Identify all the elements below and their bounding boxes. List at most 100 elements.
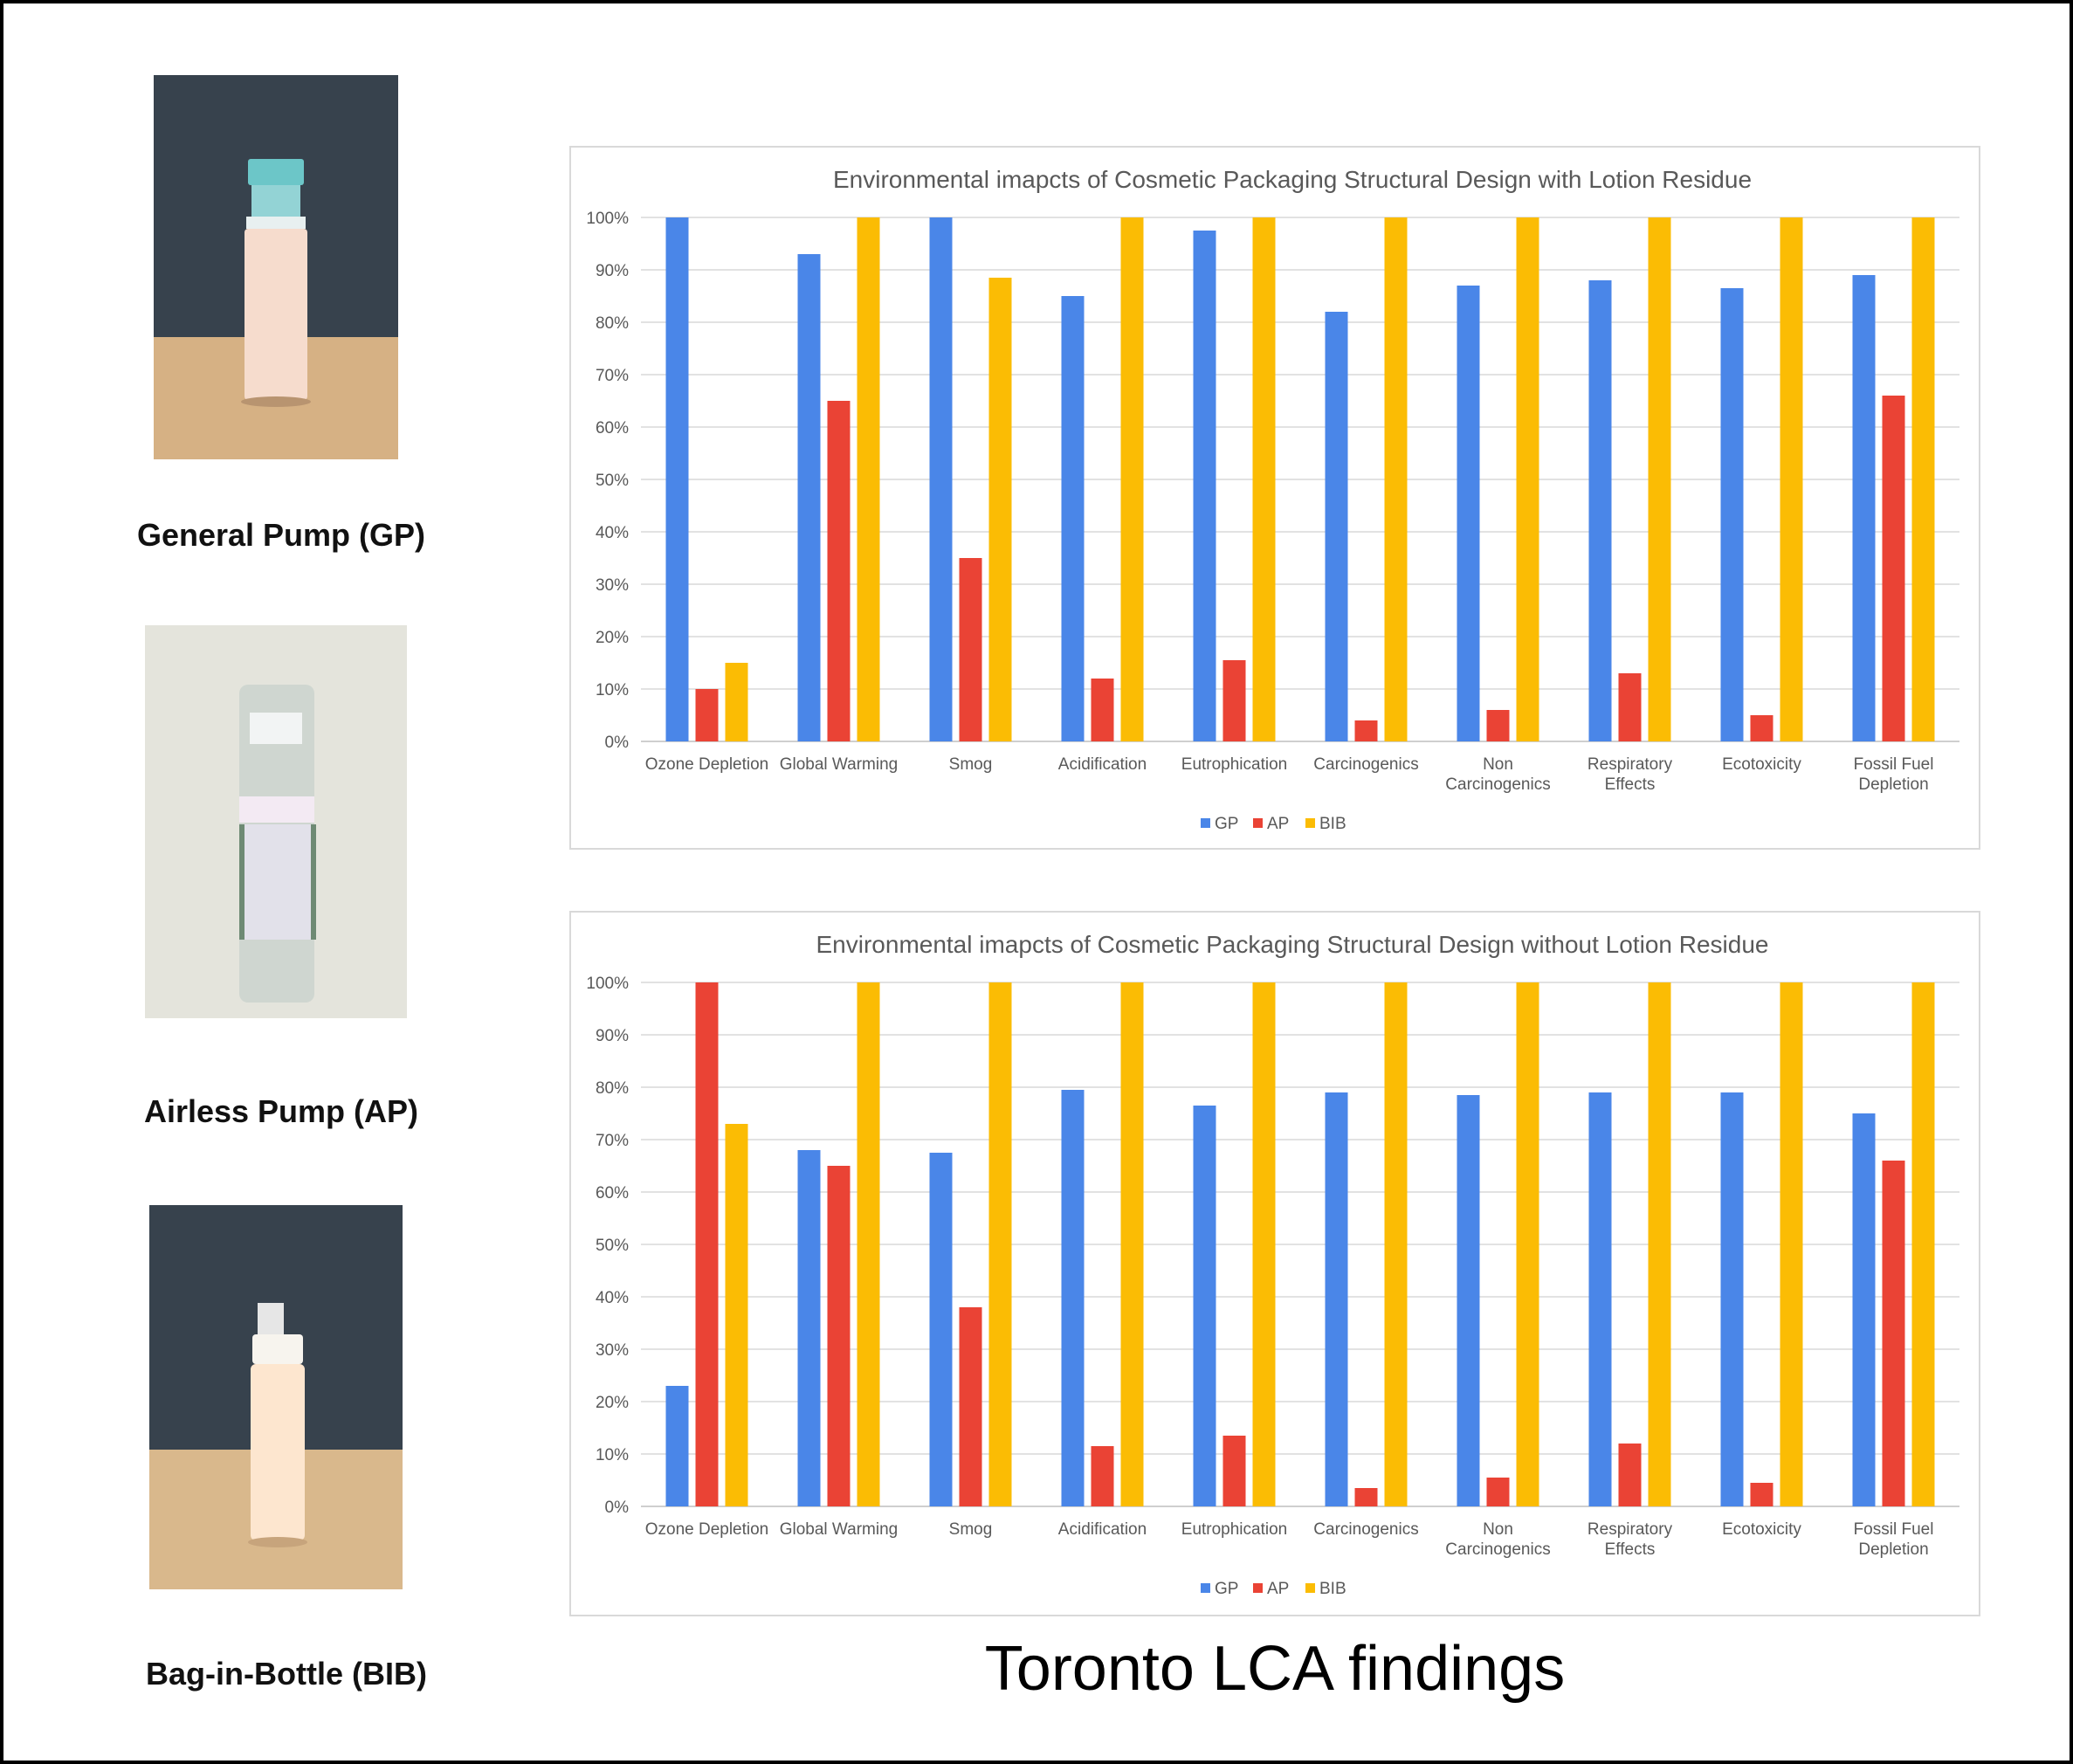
- without-residue-bar-bib: [1911, 982, 1935, 1506]
- with-residue-legend-label-ap: AP: [1267, 815, 1289, 833]
- without-residue-bar-gp: [929, 1153, 953, 1506]
- without-residue-bar-bib: [725, 1124, 748, 1506]
- with-residue-bar-gp: [1588, 280, 1612, 741]
- with-residue-bar-ap: [1750, 715, 1773, 741]
- without-residue-bar-bib: [1648, 982, 1671, 1506]
- with-residue-legend-swatch-bib: [1305, 818, 1315, 828]
- with-residue-bar-ap: [695, 689, 719, 741]
- without-residue-bar-bib: [988, 982, 1012, 1506]
- without-residue-bar-gp: [1457, 1095, 1480, 1506]
- with-residue-y-tick-label: 70%: [596, 367, 629, 385]
- without-residue-x-tick-label: Global Warming: [780, 1520, 899, 1539]
- without-residue-bar-gp: [665, 1386, 689, 1506]
- with-residue-bar-bib: [1911, 217, 1935, 741]
- without-residue-bar-gp: [797, 1150, 821, 1506]
- with-residue-x-tick-label: Global Warming: [780, 755, 899, 774]
- without-residue-bar-ap: [1354, 1488, 1378, 1506]
- without-residue-x-tick-label: Non Carcinogenics: [1445, 1520, 1550, 1559]
- with-residue-y-tick-label: 10%: [596, 681, 629, 699]
- with-residue-y-tick-label: 50%: [596, 472, 629, 490]
- with-residue-x-tick-label: Smog: [949, 755, 993, 774]
- with-residue-bar-gp: [1457, 286, 1480, 741]
- with-residue-bar-bib: [1648, 217, 1671, 741]
- with-residue-bar-bib: [1780, 217, 1803, 741]
- with-residue-legend-label-gp: GP: [1215, 815, 1238, 833]
- without-residue-bar-bib: [1780, 982, 1803, 1506]
- without-residue-x-tick-label: Ecotoxicity: [1722, 1520, 1801, 1539]
- with-residue-bar-gp: [665, 217, 689, 741]
- without-residue-bar-ap: [1486, 1478, 1510, 1506]
- without-residue-bar-ap: [1222, 1436, 1246, 1506]
- chart-without-residue-panel: Environmental imapcts of Cosmetic Packag…: [569, 911, 1980, 1616]
- chart-with-residue: Environmental imapcts of Cosmetic Packag…: [586, 166, 1959, 833]
- without-residue-y-tick-label: 50%: [596, 1237, 629, 1255]
- with-residue-bar-gp: [1193, 231, 1216, 741]
- without-residue-bar-bib: [1384, 982, 1408, 1506]
- without-residue-y-tick-label: 100%: [586, 975, 629, 993]
- without-residue-y-tick-label: 30%: [596, 1341, 629, 1360]
- with-residue-y-tick-label: 30%: [596, 576, 629, 595]
- with-residue-bar-ap: [959, 558, 982, 741]
- with-residue-x-tick-label: Eutrophication: [1181, 755, 1287, 774]
- with-residue-bar-ap: [1882, 396, 1905, 741]
- without-residue-legend-label-ap: AP: [1267, 1580, 1289, 1598]
- without-residue-bar-gp: [1061, 1090, 1085, 1506]
- without-residue-legend-label-gp: GP: [1215, 1580, 1238, 1598]
- without-residue-bar-bib: [1252, 982, 1276, 1506]
- with-residue-x-tick-label: Non Carcinogenics: [1445, 755, 1550, 794]
- with-residue-bar-gp: [797, 254, 821, 741]
- with-residue-bar-bib: [1384, 217, 1408, 741]
- with-residue-y-tick-label: 0%: [605, 734, 630, 752]
- with-residue-y-tick-label: 20%: [596, 629, 629, 647]
- without-residue-bar-bib: [857, 982, 880, 1506]
- with-residue-chart-title: Environmental imapcts of Cosmetic Packag…: [833, 166, 1752, 193]
- bag-in-bottle-photo: [149, 1205, 403, 1589]
- with-residue-bar-gp: [929, 217, 953, 741]
- without-residue-bar-ap: [1882, 1161, 1905, 1506]
- chart-without-residue: Environmental imapcts of Cosmetic Packag…: [586, 931, 1959, 1598]
- with-residue-x-tick-label: Ozone Depletion: [645, 755, 769, 774]
- with-residue-bar-bib: [1120, 217, 1144, 741]
- with-residue-y-tick-label: 40%: [596, 524, 629, 542]
- product-label-ap: Airless Pump (AP): [143, 1093, 419, 1129]
- with-residue-bar-bib: [857, 217, 880, 741]
- with-residue-bar-ap: [1486, 710, 1510, 741]
- without-residue-bar-ap: [959, 1307, 982, 1506]
- without-residue-chart-title: Environmental imapcts of Cosmetic Packag…: [816, 931, 1769, 958]
- with-residue-bar-bib: [1516, 217, 1539, 741]
- without-residue-bar-gp: [1193, 1106, 1216, 1506]
- without-residue-bar-ap: [1750, 1483, 1773, 1506]
- with-residue-y-tick-label: 90%: [596, 262, 629, 280]
- with-residue-bar-bib: [1252, 217, 1276, 741]
- airless-pump-bottle-image: [145, 625, 407, 1018]
- without-residue-legend-swatch-bib: [1305, 1583, 1315, 1593]
- with-residue-bar-gp: [1325, 312, 1348, 741]
- without-residue-bar-gp: [1325, 1092, 1348, 1506]
- without-residue-x-tick-label: Ozone Depletion: [645, 1520, 769, 1539]
- without-residue-bar-bib: [1516, 982, 1539, 1506]
- without-residue-y-tick-label: 10%: [596, 1446, 629, 1464]
- without-residue-x-tick-label: Carcinogenics: [1313, 1520, 1418, 1539]
- without-residue-y-tick-label: 40%: [596, 1289, 629, 1307]
- without-residue-bar-gp: [1720, 1092, 1744, 1506]
- with-residue-legend-label-bib: BIB: [1319, 815, 1346, 833]
- without-residue-x-tick-label: Eutrophication: [1181, 1520, 1287, 1539]
- with-residue-legend-swatch-gp: [1201, 818, 1210, 828]
- with-residue-x-tick-label: Fossil Fuel Depletion: [1854, 755, 1934, 794]
- with-residue-y-tick-label: 60%: [596, 419, 629, 438]
- without-residue-y-tick-label: 80%: [596, 1079, 629, 1098]
- without-residue-x-tick-label: Fossil Fuel Depletion: [1854, 1520, 1934, 1559]
- without-residue-bar-gp: [1852, 1113, 1876, 1506]
- without-residue-legend-swatch-gp: [1201, 1583, 1210, 1593]
- with-residue-bar-ap: [1222, 660, 1246, 741]
- product-label-bib: Bag-in-Bottle (BIB): [146, 1656, 427, 1692]
- without-residue-y-tick-label: 70%: [596, 1132, 629, 1150]
- with-residue-legend-swatch-ap: [1253, 818, 1263, 828]
- with-residue-bar-gp: [1720, 288, 1744, 741]
- general-pump-photo: [154, 75, 398, 459]
- product-label-gp: General Pump (GP): [136, 517, 426, 553]
- bag-in-bottle-image: [149, 1205, 403, 1589]
- chart-with-residue-panel: Environmental imapcts of Cosmetic Packag…: [569, 146, 1980, 850]
- without-residue-y-tick-label: 60%: [596, 1184, 629, 1202]
